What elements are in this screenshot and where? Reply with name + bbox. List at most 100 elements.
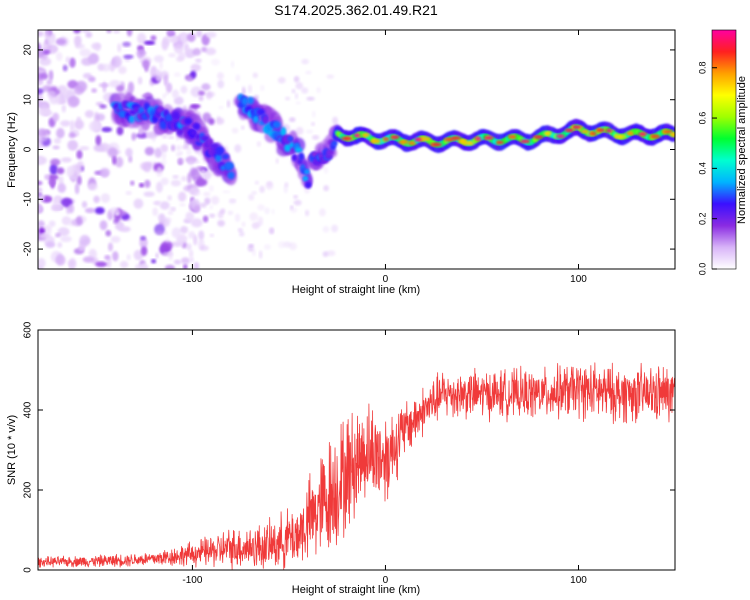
spectrogram-noise-mark bbox=[87, 182, 98, 191]
spectrogram-noise-mark bbox=[198, 230, 205, 241]
spectrogram-y-tick-label: 20 bbox=[23, 44, 34, 56]
spectrogram-noise-mark bbox=[68, 204, 75, 214]
spectrogram-noise-mark bbox=[131, 132, 137, 141]
spectrogram-noise-mark bbox=[180, 175, 188, 182]
spectrogram-streak-2-core bbox=[302, 175, 309, 182]
spectrogram-noise-mark bbox=[167, 210, 174, 215]
spectrogram-noise-mark bbox=[291, 88, 296, 94]
spectrogram-noise-mark bbox=[162, 152, 167, 159]
spectrogram-noise-mark bbox=[164, 264, 175, 269]
spectrogram-main-band-peak bbox=[596, 128, 606, 132]
spectrogram-noise-mark bbox=[38, 88, 44, 95]
spectrogram-noise-mark bbox=[93, 195, 100, 204]
spectrogram-main-band-peak bbox=[462, 141, 475, 146]
spectrogram-noise-mark bbox=[190, 168, 200, 181]
spectrogram-noise-mark bbox=[169, 36, 179, 44]
spectrogram-noise-mark bbox=[258, 250, 263, 259]
spectrogram-noise-mark bbox=[195, 178, 208, 187]
spectrogram-noise-mark bbox=[209, 213, 216, 218]
spectrogram-noise-mark bbox=[118, 66, 127, 74]
spectrogram-streak-1-core bbox=[192, 122, 201, 131]
spectrogram-main-band-peak bbox=[614, 134, 626, 139]
spectrogram-noise-mark bbox=[43, 49, 51, 55]
spectrogram-noise-mark bbox=[326, 74, 335, 79]
spectrogram-streak-2-core bbox=[303, 169, 310, 175]
spectrogram-noise-mark bbox=[156, 169, 163, 177]
spectrogram-noise-mark bbox=[99, 220, 108, 231]
spectrogram-noise-mark bbox=[235, 74, 241, 82]
spectrogram-noise-mark bbox=[111, 56, 122, 68]
spectrogram-main-band-peak bbox=[407, 141, 416, 145]
spectrogram-noise-mark bbox=[127, 81, 135, 94]
snr-panel: -100 0 100 0 200 400 600 Height of straight l… bbox=[6, 321, 676, 596]
spectrogram-main-band-peak bbox=[383, 137, 390, 141]
spectrogram-noise-mark bbox=[74, 119, 85, 130]
spectrogram-noise-mark bbox=[67, 139, 79, 151]
spectrogram-transition-core bbox=[331, 140, 338, 147]
spectrogram-noise-mark bbox=[323, 167, 329, 174]
spectrogram-noise-mark bbox=[249, 212, 259, 222]
spectrogram-noise-mark bbox=[133, 198, 144, 209]
spectrogram-noise-mark bbox=[196, 30, 203, 38]
spectrogram-noise-mark bbox=[180, 226, 189, 234]
spectrogram-noise-mark bbox=[209, 204, 214, 210]
spectrogram-noise-mark bbox=[38, 202, 42, 214]
spectrogram-noise-mark bbox=[45, 30, 51, 39]
spectrogram-main-band-peak bbox=[390, 135, 400, 140]
spectrogram-noise-mark bbox=[209, 233, 215, 237]
snr-x-label: Height of straight line (km) bbox=[292, 584, 420, 596]
spectrogram-noise-mark bbox=[150, 35, 157, 41]
spectrogram-noise-mark bbox=[44, 174, 50, 180]
spectrogram-noise-mark bbox=[151, 258, 157, 264]
spectrogram-noise-mark bbox=[160, 70, 169, 80]
spectrogram-noise-mark bbox=[79, 48, 91, 57]
spectrogram-noise-mark bbox=[69, 175, 78, 180]
spectrogram-noise-mark bbox=[106, 258, 112, 269]
spectrogram-noise-mark bbox=[126, 30, 133, 37]
spectrogram-frame bbox=[37, 29, 676, 270]
spectrogram-main-band-peak bbox=[508, 135, 517, 139]
spectrogram-noise-mark bbox=[248, 194, 255, 201]
spectrogram-noise-mark bbox=[152, 207, 158, 216]
spectrogram-noise-mark bbox=[138, 182, 145, 188]
spectrogram-noise-mark bbox=[38, 92, 43, 104]
spectrogram-noise-mark bbox=[102, 81, 107, 93]
spectrogram-main-band-peak bbox=[420, 137, 431, 141]
spectrogram-noise-mark bbox=[173, 259, 182, 265]
spectrogram-noise-mark bbox=[140, 246, 148, 256]
spectrogram-streak-1-core bbox=[190, 129, 197, 136]
spectrogram-noise-mark bbox=[171, 89, 180, 99]
spectrogram-noise-mark bbox=[295, 82, 304, 90]
spectrogram-noise-mark bbox=[251, 190, 258, 195]
spectrogram-main-band-peak bbox=[361, 133, 370, 137]
spectrogram-noise-mark bbox=[161, 38, 169, 51]
spectrogram-noise-mark bbox=[84, 207, 96, 214]
spectrogram-marks bbox=[38, 30, 675, 269]
spectrogram-noise-mark bbox=[159, 61, 163, 70]
spectrogram-noise-mark bbox=[289, 242, 297, 251]
spectrogram-noise-mark bbox=[100, 170, 109, 178]
spectrogram-noise-mark bbox=[201, 83, 211, 91]
spectrogram-x-ticks: -100 0 100 bbox=[182, 30, 587, 285]
spectrogram-noise-mark bbox=[152, 201, 159, 205]
spectrogram-streak-1-core bbox=[171, 111, 181, 120]
spectrogram-noise-mark bbox=[193, 261, 200, 269]
spectrogram-noise-mark bbox=[135, 49, 147, 59]
spectrogram-noise-mark bbox=[264, 207, 270, 215]
spectrogram-noise-mark bbox=[91, 42, 101, 50]
spectrogram-noise-mark bbox=[189, 257, 194, 263]
spectrogram-noise-mark bbox=[155, 181, 163, 193]
spectrogram-noise-mark bbox=[240, 125, 245, 130]
spectrogram-noise-mark bbox=[208, 118, 215, 126]
spectrogram-noise-mark bbox=[164, 231, 168, 235]
spectrogram-noise-mark bbox=[284, 96, 291, 101]
spectrogram-noise-mark bbox=[263, 244, 271, 250]
spectrogram-noise-mark bbox=[252, 248, 256, 257]
spectrogram-noise-mark bbox=[82, 256, 95, 263]
spectrogram-noise-mark bbox=[332, 116, 339, 125]
spectrogram-noise-mark bbox=[237, 227, 242, 233]
spectrogram-noise-mark bbox=[79, 234, 91, 247]
snr-y-label: SNR (10 * v/v) bbox=[6, 415, 18, 485]
